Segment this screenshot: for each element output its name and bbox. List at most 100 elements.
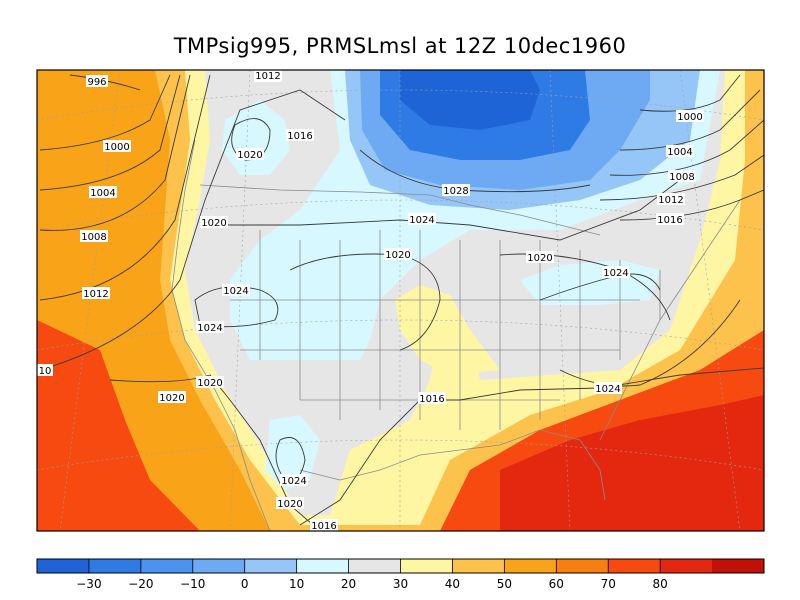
- isobar-label: 1020: [196, 376, 224, 389]
- isobar-1004-east: [619, 89, 761, 151]
- isobar-label: 1008: [80, 230, 108, 243]
- svg-text:1016: 1016: [287, 131, 312, 142]
- colorbar-tick-label: 40: [445, 577, 460, 591]
- isobar-1024-southeast: [559, 299, 741, 387]
- colorbar: −30 −20 −10 0 10 20 30 40 50 60 70 80: [36, 558, 765, 591]
- svg-text:996: 996: [87, 77, 106, 88]
- colorbar-swatch: [556, 559, 609, 573]
- pacific-coastline: [171, 139, 271, 531]
- svg-text:1024: 1024: [409, 215, 434, 226]
- isobar-1008-west: [39, 74, 191, 231]
- colorbar-swatch: [660, 559, 713, 573]
- svg-text:1020: 1020: [277, 499, 302, 510]
- colorbar-swatch: [452, 559, 505, 573]
- colorbar-swatch: [88, 559, 142, 573]
- svg-text:1012: 1012: [83, 289, 108, 300]
- svg-text:1024: 1024: [281, 476, 306, 487]
- svg-text:1012: 1012: [658, 195, 683, 206]
- colorbar-swatch: [712, 559, 765, 573]
- isobar-1008-east: [609, 119, 764, 176]
- zone-very-hot-southeast: [500, 395, 764, 531]
- isobar-1004-west: [39, 74, 181, 191]
- isobar-label: 1016: [310, 519, 338, 532]
- isobar-label: 10: [37, 364, 53, 377]
- svg-text:1020: 1020: [159, 393, 184, 404]
- temperature-field: [37, 70, 764, 531]
- map-title: TMPsig995, PRMSLmsl at 12Z 10dec1960: [173, 34, 627, 58]
- colorbar-tick-label: 70: [601, 577, 616, 591]
- isobar-label: 1020: [384, 248, 412, 261]
- isobar-label: 1004: [666, 145, 694, 158]
- colorbar-swatch: [192, 559, 246, 573]
- svg-text:1016: 1016: [419, 394, 444, 405]
- geographic-outlines: [171, 139, 741, 531]
- atlantic-coastline: [599, 199, 741, 441]
- isobar-label: 1016: [286, 129, 314, 142]
- svg-text:1020: 1020: [237, 150, 262, 161]
- isobar-label: 1024: [408, 213, 436, 226]
- colorbar-swatch: [37, 559, 90, 573]
- svg-text:1024: 1024: [603, 268, 628, 279]
- svg-text:1028: 1028: [443, 186, 468, 197]
- isobar-label: 1012: [657, 193, 685, 206]
- svg-text:1004: 1004: [90, 188, 115, 199]
- isobar-1020-west: [109, 374, 321, 531]
- isobar-1020-central: [289, 253, 441, 351]
- isobar-label: 1012: [254, 70, 282, 82]
- svg-text:1008: 1008: [669, 172, 694, 183]
- isobar-label: 1012: [82, 287, 110, 300]
- colorbar-swatch: [608, 559, 661, 573]
- svg-text:1016: 1016: [311, 521, 336, 532]
- isobar-1024-central: [215, 179, 681, 241]
- isobar-label: 1020: [526, 251, 554, 264]
- colorbar-tick-label: −10: [180, 577, 205, 591]
- svg-text:1020: 1020: [201, 218, 226, 229]
- isobar-label: 1020: [200, 216, 228, 229]
- isobar-label: 1024: [196, 321, 224, 334]
- isobar-1000-west: [39, 74, 171, 151]
- svg-text:1008: 1008: [81, 232, 106, 243]
- colorbar-tick-label: 30: [393, 577, 408, 591]
- svg-text:1024: 1024: [197, 323, 222, 334]
- colorbar-tick-label: 20: [341, 577, 356, 591]
- isobar-1016-west: [39, 89, 346, 371]
- colorbar-swatch: [348, 559, 401, 573]
- state-lines-central: [419, 230, 541, 430]
- isobar-label: 1024: [280, 474, 308, 487]
- isobar-label: 1020: [158, 391, 186, 404]
- svg-text:1004: 1004: [667, 147, 692, 158]
- colorbar-tick-label: 60: [549, 577, 564, 591]
- colorbar-tick-label: 0: [241, 577, 249, 591]
- colorbar-tick-label: 80: [653, 577, 668, 591]
- isobar-1016-east: [619, 189, 764, 221]
- svg-text:1020: 1020: [197, 378, 222, 389]
- svg-text:1020: 1020: [385, 250, 410, 261]
- isobar-1000-east: [639, 74, 741, 112]
- isobar-label: 1020: [236, 148, 264, 161]
- isobar-label: 1024: [602, 266, 630, 279]
- isobar-label: 1000: [103, 140, 131, 153]
- isobar-label: 1028: [442, 184, 470, 197]
- colorbar-tick-label: 10: [289, 577, 304, 591]
- zone-yellow-tongue: [395, 285, 500, 375]
- isobar-labels: 996 1000 1004 1008 1012 1012 1016 10 101…: [37, 70, 704, 532]
- svg-text:1020: 1020: [527, 253, 552, 264]
- colorbar-tick-label: 50: [497, 577, 512, 591]
- colorbar-tick-label: −20: [128, 577, 153, 591]
- svg-text:1000: 1000: [104, 142, 129, 153]
- isobars: [39, 74, 764, 531]
- isobar-label: 996: [86, 75, 108, 88]
- colorbar-swatch: [140, 559, 194, 573]
- zone-blue-core: [400, 70, 540, 130]
- svg-text:1012: 1012: [255, 71, 280, 82]
- map-frame: [36, 69, 765, 532]
- colorbar-tick-label: −30: [76, 577, 101, 591]
- isobar-1012-west: [39, 74, 211, 301]
- svg-text:1000: 1000: [677, 112, 702, 123]
- isobar-1012-east: [599, 154, 764, 201]
- svg-text:1016: 1016: [657, 215, 682, 226]
- isobar-label: 1024: [222, 284, 250, 297]
- isobar-label: 1008: [668, 170, 696, 183]
- isobar-label: 1024: [594, 382, 622, 395]
